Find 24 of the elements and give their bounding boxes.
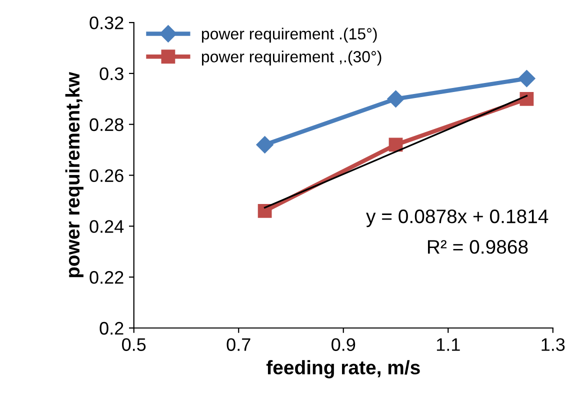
y-tick-label: 0.22: [90, 271, 124, 284]
annotation: R² = 0.9868: [428, 240, 528, 254]
x-axis-title: feeding rate, m/s: [266, 360, 420, 378]
y-tick-label: 0.2: [100, 322, 124, 335]
y-tick-label: 0.32: [90, 16, 124, 30]
y-axis-title: power requirement,kw: [65, 72, 84, 278]
y-tick-label: 0.28: [90, 118, 124, 132]
point: [258, 204, 272, 218]
legend-label: power requirement ,.(30°): [202, 50, 382, 66]
x-tick-label: 0.9: [332, 338, 356, 351]
point: [388, 138, 403, 152]
point: [387, 90, 404, 108]
point: [256, 136, 274, 154]
point: [518, 70, 536, 88]
y-tick-label: 0.3: [100, 67, 124, 80]
x-tick-label: 1.1: [436, 338, 460, 351]
x-tick-label: 0.5: [122, 338, 146, 351]
annotation: y = 0.0878x + 0.1814: [366, 209, 548, 228]
y-tick-label: 0.26: [90, 169, 124, 182]
x-tick-label: 1.3: [542, 338, 565, 351]
x-tick-label: 0.7: [226, 338, 250, 351]
legend-label: power requirement .(15°): [202, 28, 377, 43]
y-tick-label: 0.24: [90, 220, 124, 233]
point: [520, 92, 534, 106]
